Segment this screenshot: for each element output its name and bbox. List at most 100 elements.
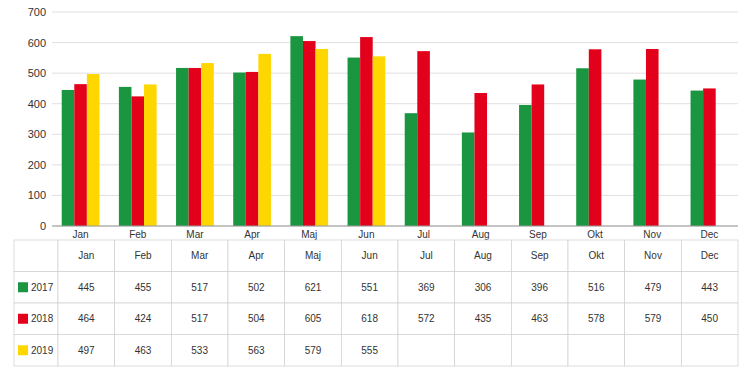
y-axis: 0100200300400500600700 bbox=[28, 6, 46, 232]
table-cell bbox=[455, 303, 512, 335]
x-tick-label: Okt bbox=[587, 229, 603, 240]
table-cell bbox=[625, 272, 682, 304]
x-tick-label: Sep bbox=[529, 229, 547, 240]
table-value: 504 bbox=[248, 313, 265, 324]
table-value: 621 bbox=[305, 282, 322, 293]
table-value: 497 bbox=[78, 345, 95, 356]
table-cell bbox=[568, 303, 625, 335]
chart-svg: 0100200300400500600700JanFebMarAprMajJun… bbox=[0, 0, 746, 370]
x-tick-label: Jul bbox=[417, 229, 430, 240]
table-cell bbox=[398, 335, 455, 367]
x-tick-label: Jan bbox=[73, 229, 89, 240]
table-cell bbox=[285, 240, 342, 272]
table-cell bbox=[568, 240, 625, 272]
table-value: 306 bbox=[475, 282, 492, 293]
y-tick-label: 400 bbox=[28, 98, 46, 110]
bar bbox=[316, 49, 329, 226]
table-cell bbox=[285, 272, 342, 304]
table-cell bbox=[171, 335, 228, 367]
bar bbox=[462, 132, 475, 226]
table-cell bbox=[455, 335, 512, 367]
table-header: Okt bbox=[589, 250, 605, 261]
table-cell bbox=[14, 335, 58, 367]
table-cell bbox=[625, 335, 682, 367]
y-tick-label: 600 bbox=[28, 37, 46, 49]
table-swatch bbox=[18, 345, 28, 355]
table-cell bbox=[455, 240, 512, 272]
table-row-label: 2019 bbox=[31, 345, 54, 356]
y-tick-label: 100 bbox=[28, 189, 46, 201]
table-header: Sep bbox=[531, 250, 549, 261]
bar bbox=[189, 68, 202, 226]
grid-line bbox=[52, 226, 738, 227]
table-cell bbox=[115, 240, 172, 272]
table-cell bbox=[228, 272, 285, 304]
bar bbox=[258, 54, 271, 226]
table-header: Nov bbox=[644, 250, 662, 261]
bar bbox=[360, 37, 373, 226]
table-value: 618 bbox=[361, 313, 378, 324]
table-header: Apr bbox=[249, 250, 265, 261]
table-value: 517 bbox=[191, 313, 208, 324]
table-cell bbox=[341, 303, 398, 335]
table-cell bbox=[228, 335, 285, 367]
x-tick-label: Feb bbox=[129, 229, 147, 240]
table-cell bbox=[625, 303, 682, 335]
table-value: 578 bbox=[588, 313, 605, 324]
bar bbox=[62, 90, 75, 226]
table-cell bbox=[681, 335, 738, 367]
grid-line bbox=[52, 12, 738, 13]
data-table: JanFebMarAprMajJunJulAugSepOktNovDec2017… bbox=[14, 240, 738, 366]
bar bbox=[131, 96, 144, 226]
bar bbox=[87, 74, 100, 226]
table-cell bbox=[511, 303, 568, 335]
page: {"chart_data": {"type": "bar", "categori… bbox=[0, 0, 746, 370]
bar bbox=[646, 49, 659, 226]
table-cell bbox=[58, 335, 115, 367]
bar bbox=[417, 51, 430, 226]
x-tick-label: Jun bbox=[358, 229, 374, 240]
table-cell bbox=[171, 303, 228, 335]
bar bbox=[703, 88, 716, 226]
x-tick-label: Apr bbox=[244, 229, 260, 240]
y-tick-label: 200 bbox=[28, 159, 46, 171]
table-value: 551 bbox=[361, 282, 378, 293]
table-swatch bbox=[18, 282, 28, 292]
table-row-label: 2018 bbox=[31, 313, 54, 324]
bar bbox=[576, 68, 589, 226]
table-value: 369 bbox=[418, 282, 435, 293]
y-tick-label: 0 bbox=[40, 220, 46, 232]
table-cell bbox=[58, 303, 115, 335]
table-cell bbox=[285, 303, 342, 335]
table-value: 579 bbox=[305, 345, 322, 356]
x-tick-label: Dec bbox=[701, 229, 719, 240]
table-header: Jan bbox=[78, 250, 94, 261]
table-value: 502 bbox=[248, 282, 265, 293]
bar bbox=[233, 73, 246, 226]
table-cell bbox=[398, 272, 455, 304]
grid-line bbox=[52, 73, 738, 74]
series-1 bbox=[74, 37, 715, 226]
table-value: 555 bbox=[361, 345, 378, 356]
table-cell bbox=[171, 240, 228, 272]
table-cell bbox=[681, 272, 738, 304]
table-value: 443 bbox=[701, 282, 718, 293]
table-value: 516 bbox=[588, 282, 605, 293]
table-cell bbox=[115, 272, 172, 304]
table-cell bbox=[398, 303, 455, 335]
table-cell bbox=[285, 335, 342, 367]
table-cell bbox=[341, 272, 398, 304]
table-value: 445 bbox=[78, 282, 95, 293]
table-cell bbox=[681, 240, 738, 272]
table-value: 517 bbox=[191, 282, 208, 293]
bar bbox=[144, 84, 157, 226]
table-value: 435 bbox=[475, 313, 492, 324]
x-tick-label: Nov bbox=[643, 229, 661, 240]
table-cell bbox=[58, 272, 115, 304]
bar bbox=[373, 56, 386, 226]
bar bbox=[532, 84, 545, 226]
x-axis: JanFebMarAprMajJunJulAugSepOktNovDec bbox=[52, 226, 738, 240]
bar bbox=[589, 49, 602, 226]
table-header: Dec bbox=[701, 250, 719, 261]
x-axis-line bbox=[52, 226, 738, 227]
